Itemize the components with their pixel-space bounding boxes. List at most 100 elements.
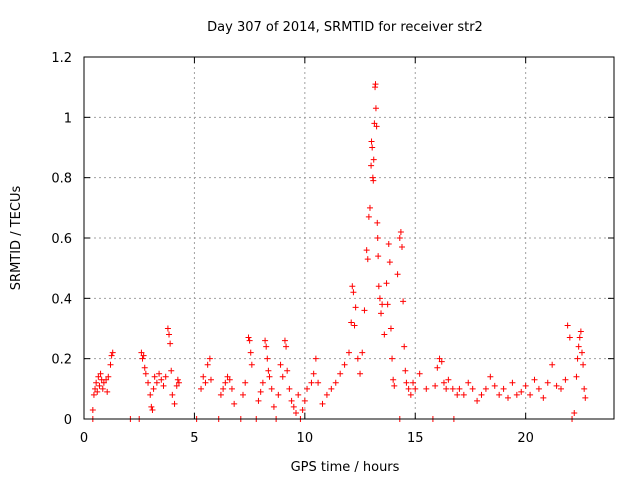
data-point xyxy=(198,385,205,392)
data-point xyxy=(438,358,445,365)
data-point xyxy=(242,379,249,386)
data-point xyxy=(531,376,538,383)
data-point xyxy=(401,343,408,350)
data-point xyxy=(104,388,111,395)
data-point xyxy=(416,370,423,377)
data-point xyxy=(578,349,585,356)
data-point xyxy=(95,373,102,380)
data-point xyxy=(482,385,489,392)
y-tick-label: 0.2 xyxy=(51,353,72,368)
data-point xyxy=(394,271,401,278)
data-point xyxy=(295,391,302,398)
data-point xyxy=(348,319,355,326)
data-point xyxy=(173,382,180,389)
data-point xyxy=(384,301,391,308)
data-point xyxy=(153,379,160,386)
data-point xyxy=(319,400,326,407)
data-point xyxy=(399,244,405,251)
data-point xyxy=(108,352,115,359)
x-tick-label: 5 xyxy=(190,431,198,446)
data-point xyxy=(370,177,377,184)
data-point xyxy=(372,105,379,112)
data-point xyxy=(255,397,262,404)
x-tick-label: 0 xyxy=(80,431,88,446)
data-point xyxy=(478,391,485,398)
y-tick-label: 1.2 xyxy=(51,51,72,66)
data-point xyxy=(109,349,116,356)
data-point xyxy=(164,325,171,332)
data-point xyxy=(175,379,182,386)
data-point xyxy=(346,349,352,356)
data-point xyxy=(454,391,461,398)
data-point xyxy=(443,385,450,392)
data-point xyxy=(566,334,573,341)
data-point xyxy=(387,325,394,332)
data-point xyxy=(349,283,356,290)
data-point xyxy=(228,385,235,392)
data-point xyxy=(513,391,520,398)
data-point xyxy=(582,394,589,401)
chart-title: Day 307 of 2014, SRMTID for receiver str… xyxy=(207,20,483,35)
x-tick-label: 20 xyxy=(517,431,534,446)
data-point xyxy=(231,400,238,407)
data-point xyxy=(160,382,167,389)
data-point xyxy=(383,280,390,287)
data-point xyxy=(364,256,371,263)
data-point xyxy=(432,382,439,389)
data-point xyxy=(460,391,467,398)
data-point xyxy=(391,382,398,389)
data-point xyxy=(275,391,282,398)
y-tick-label: 0 xyxy=(64,413,72,428)
data-point xyxy=(226,376,233,383)
data-point xyxy=(403,379,410,386)
data-point xyxy=(581,385,588,392)
data-point xyxy=(262,337,269,344)
data-point xyxy=(139,355,146,362)
data-point xyxy=(491,382,498,389)
data-point xyxy=(365,213,372,220)
data-point xyxy=(171,400,178,407)
data-point xyxy=(206,355,213,362)
data-point xyxy=(277,361,284,368)
data-point xyxy=(385,241,392,248)
data-point xyxy=(381,331,388,338)
data-point xyxy=(207,376,214,383)
x-tick-label: 10 xyxy=(297,431,314,446)
data-point xyxy=(487,373,494,380)
data-point xyxy=(558,385,564,392)
data-point xyxy=(103,376,110,383)
data-point xyxy=(374,235,381,241)
data-point xyxy=(96,382,103,389)
data-point xyxy=(341,361,348,368)
data-point xyxy=(544,379,551,386)
data-point xyxy=(105,373,112,380)
data-point xyxy=(423,385,430,392)
data-point xyxy=(363,247,370,254)
data-point xyxy=(328,385,335,392)
data-point xyxy=(397,228,404,235)
data-point xyxy=(402,367,409,374)
data-point xyxy=(158,376,165,383)
data-point xyxy=(469,385,476,392)
data-point xyxy=(323,391,330,398)
data-point xyxy=(168,367,175,374)
data-point xyxy=(373,123,380,130)
data-point xyxy=(257,388,264,395)
data-point xyxy=(222,379,229,386)
data-point xyxy=(562,376,569,383)
data-point xyxy=(350,289,357,296)
data-point xyxy=(357,370,364,377)
data-point xyxy=(540,394,547,401)
grid xyxy=(84,57,614,419)
data-point xyxy=(100,379,107,386)
data-point xyxy=(93,379,100,386)
data-point xyxy=(202,379,209,386)
data-point xyxy=(465,379,472,386)
data-point xyxy=(286,385,293,392)
data-point xyxy=(368,162,375,169)
data-point xyxy=(505,394,511,401)
data-point xyxy=(366,204,373,211)
data-point xyxy=(564,322,571,329)
data-point xyxy=(400,298,407,305)
data-point xyxy=(518,388,525,395)
